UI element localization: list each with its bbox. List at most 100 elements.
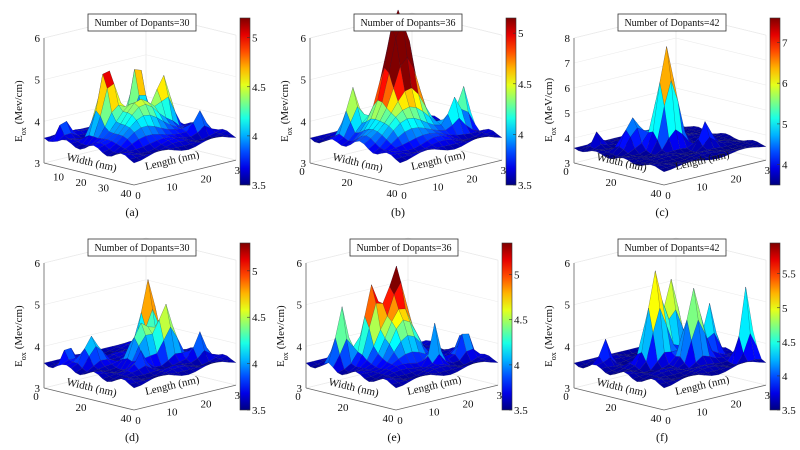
grid-line (309, 12, 503, 39)
title-box (87, 238, 197, 257)
z-label-sub: ox (281, 352, 290, 360)
z-label-main: E (13, 360, 25, 367)
surface (573, 46, 767, 172)
z-tick-label: 6 (35, 33, 41, 45)
colorbar-tick-label: 4 (514, 360, 520, 372)
colorbar-tick-label: 4.5 (514, 315, 528, 327)
width-tick-label: 20 (342, 177, 354, 189)
grid-line (43, 279, 237, 305)
z-tick-label: 3 (35, 158, 41, 170)
surface (573, 270, 767, 389)
panel-b: 3456020400102030Width (nm)Length (nm)Eox… (270, 0, 536, 225)
surface-patch (129, 382, 142, 389)
z-label-main: E (279, 135, 291, 142)
axis-line (663, 384, 767, 411)
grid-line (43, 237, 237, 264)
grid-line (573, 87, 767, 114)
axis-line (573, 162, 665, 186)
z-tick-label: 6 (301, 33, 307, 45)
z-label-sub: ox (285, 127, 294, 135)
grid-line (573, 12, 767, 39)
axis-line (43, 162, 135, 186)
grid-line (43, 12, 237, 39)
colorbar-tick-label: 5 (252, 266, 258, 278)
surface-patch (659, 167, 672, 172)
z-tick-label: 4 (565, 133, 571, 145)
colorbar-tick-label: 3.5 (514, 405, 528, 417)
surface-plot-c: 345678020400102030Width (nm)Length (nm)E… (543, 12, 788, 219)
z-tick-label: 6 (35, 258, 41, 270)
colorbar (769, 17, 781, 186)
z-tick-label: 3 (565, 383, 571, 395)
length-tick-label: 20 (731, 398, 743, 410)
width-tick-label: 20 (76, 177, 88, 189)
axis-line (133, 159, 237, 186)
plot-title: Number of Dopants=36 (360, 18, 455, 29)
z-axis-label: Eox (Mev/cm) (13, 80, 28, 142)
surface (43, 69, 237, 164)
surface-plot-b: 3456020400102030Width (nm)Length (nm)Eox… (279, 9, 532, 219)
panel-caption: (a) (125, 205, 138, 219)
width-tick-label: 0 (299, 166, 305, 178)
width-tick-label: 40 (383, 413, 395, 425)
z-label-sub: ox (549, 127, 558, 135)
plot-title: Number of Dopants=42 (624, 243, 719, 254)
z-tick-label: 3 (565, 158, 571, 170)
panel-caption: (d) (125, 430, 139, 444)
colorbar-tick-label: 4 (252, 359, 258, 371)
length-tick-label: 0 (665, 190, 671, 202)
title-box (87, 13, 197, 32)
panel-caption: (c) (655, 205, 668, 219)
z-tick-label: 5 (565, 108, 571, 120)
surface-plot-d: 3456020400102030Width (nm)Length (nm)Eox… (13, 237, 266, 444)
colorbar-tick-label: 5 (782, 303, 788, 315)
length-tick-label: 0 (401, 190, 407, 202)
width-tick-label: 0 (563, 166, 569, 178)
z-tick-label: 5 (35, 300, 41, 312)
length-tick-label: 0 (397, 415, 403, 427)
z-label-sub: ox (549, 352, 558, 360)
surface-patch (129, 157, 142, 164)
surface-plot-f: 3456020400102030Width (nm)Length (nm)Eox… (543, 237, 796, 444)
length-tick-label: 10 (697, 407, 709, 419)
surface-patch (395, 157, 408, 164)
width-tick-label: 0 (563, 391, 569, 403)
colorbar-tick-label: 4 (518, 129, 524, 141)
length-tick-label: 20 (201, 173, 213, 185)
panel-f: 3456020400102030Width (nm)Length (nm)Eox… (534, 225, 800, 450)
z-label-unit: (MeV/cm) (543, 78, 555, 125)
colorbar-tick-label: 6 (782, 78, 788, 90)
plot-title: Number of Dopants=30 (94, 243, 189, 254)
z-tick-label: 6 (565, 83, 571, 95)
axis-line (43, 387, 135, 411)
axes-box (43, 12, 237, 186)
plot-title: Number of Dopants=36 (356, 243, 451, 254)
z-tick-label: 7 (565, 58, 571, 70)
width-tick-label: 20 (76, 402, 88, 414)
z-tick-label: 4 (565, 341, 571, 353)
title-box (617, 238, 727, 257)
length-tick-label: 10 (429, 407, 441, 419)
axis-line (573, 387, 665, 411)
grid-line (573, 37, 767, 64)
axis-line (395, 384, 499, 411)
title-box (349, 238, 459, 257)
width-tick-label: 40 (121, 188, 133, 200)
axis-line (305, 387, 397, 411)
colorbar-tick-label: 5.5 (782, 269, 796, 281)
surface (309, 9, 503, 164)
z-label-main: E (13, 135, 25, 142)
colorbar-tick-label: 5 (518, 28, 524, 40)
surface-plot-e: 3456020400102030Width (nm)Length (nm)Eox… (275, 237, 528, 444)
z-axis-label: Eox (Mev/cm) (279, 80, 294, 142)
grid-line (573, 62, 767, 89)
width-tick-label: 20 (338, 402, 350, 414)
colorbar (769, 242, 781, 411)
z-tick-label: 5 (565, 300, 571, 312)
surface-plot-a: 3456102030400102030Width (nm)Length (nm)… (13, 12, 266, 219)
length-tick-label: 10 (697, 182, 709, 194)
z-axis-label: Eox (MeV/cm) (543, 78, 558, 142)
grid-line (305, 237, 499, 264)
grid-line (43, 54, 237, 80)
colorbar-tick-label: 5 (514, 270, 520, 282)
